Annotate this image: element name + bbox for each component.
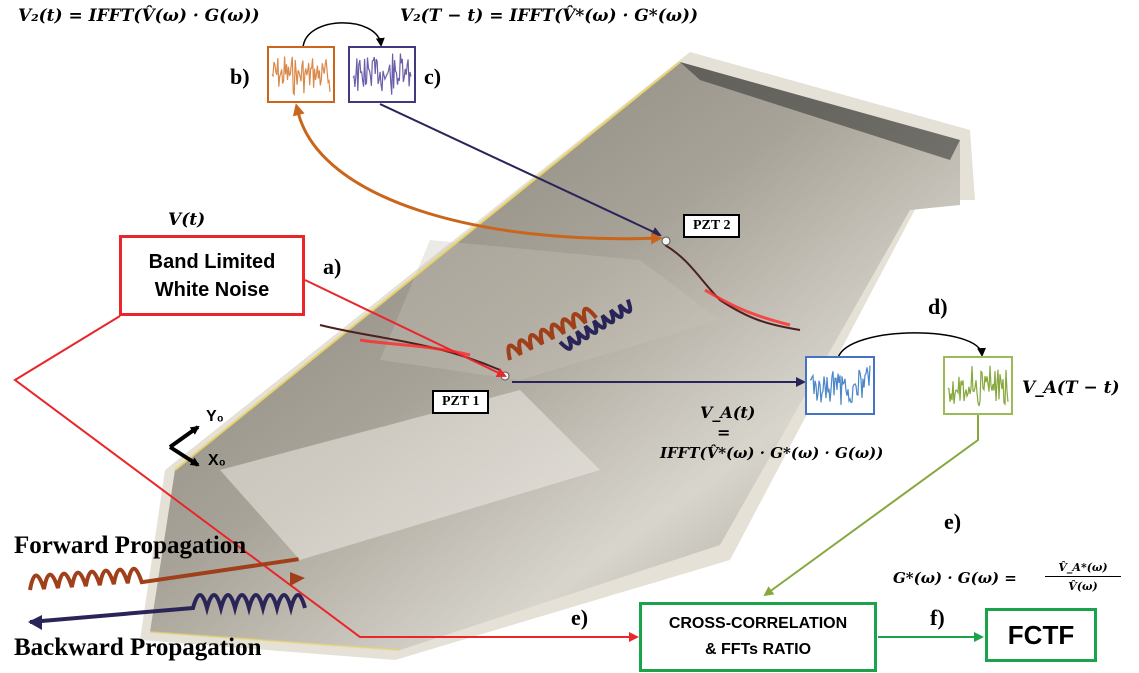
fctf-box: FCTF	[985, 608, 1097, 662]
equation-ratio-numerator: V̂_A*(ω)	[1043, 561, 1123, 574]
signal-box-va-reversed	[944, 357, 1012, 414]
signal-box-b	[268, 47, 334, 102]
signal-box-c	[349, 47, 415, 102]
equation-va-reversed: V_A(T − t)	[1022, 378, 1120, 398]
equation-va-t: V_A(t)	[700, 403, 755, 422]
equation-v-t: V(t)	[168, 210, 205, 230]
equation-ratio-bar	[1045, 576, 1121, 577]
label-b: b)	[230, 64, 250, 90]
equation-va-ifft: IFFT(V̂*(ω) · G*(ω) · G(ω))	[660, 444, 883, 462]
noise-box-line1: Band Limited	[149, 248, 276, 276]
axis-x-label: X₀	[208, 452, 226, 470]
sensor-pzt1-label: PZT 1	[432, 390, 489, 414]
label-a: a)	[323, 254, 341, 280]
xcorr-box-line1: CROSS-CORRELATION	[669, 611, 847, 637]
equation-v2-t: V₂(t) = IFFT(V̂(ω) · G(ω))	[18, 6, 260, 26]
equation-va-equals: =	[717, 423, 730, 442]
axis-y-label: Y₀	[206, 408, 224, 426]
equation-ratio-denominator: V̂(ω)	[1043, 580, 1123, 593]
label-f: f)	[930, 605, 945, 631]
legend-backward-label: Backward Propagation	[14, 634, 261, 662]
cross-correlation-box: CROSS-CORRELATION & FFTs RATIO	[639, 602, 877, 672]
noise-source-box: Band Limited White Noise	[119, 235, 305, 316]
label-d: d)	[928, 294, 948, 320]
sensor-pzt2-label: PZT 2	[683, 214, 740, 238]
label-e-olive: e)	[944, 509, 961, 535]
equation-ratio-lhs: G*(ω) · G(ω) =	[893, 569, 1017, 587]
label-c: c)	[424, 64, 441, 90]
xcorr-box-line2: & FFTs RATIO	[705, 637, 811, 663]
legend-forward-label: Forward Propagation	[14, 532, 246, 560]
noise-box-line2: White Noise	[155, 276, 269, 304]
signal-box-d-va	[806, 357, 874, 414]
equation-v2-reversed: V₂(T − t) = IFFT(V̂*(ω) · G*(ω))	[400, 6, 698, 26]
label-e-red: e)	[571, 605, 588, 631]
